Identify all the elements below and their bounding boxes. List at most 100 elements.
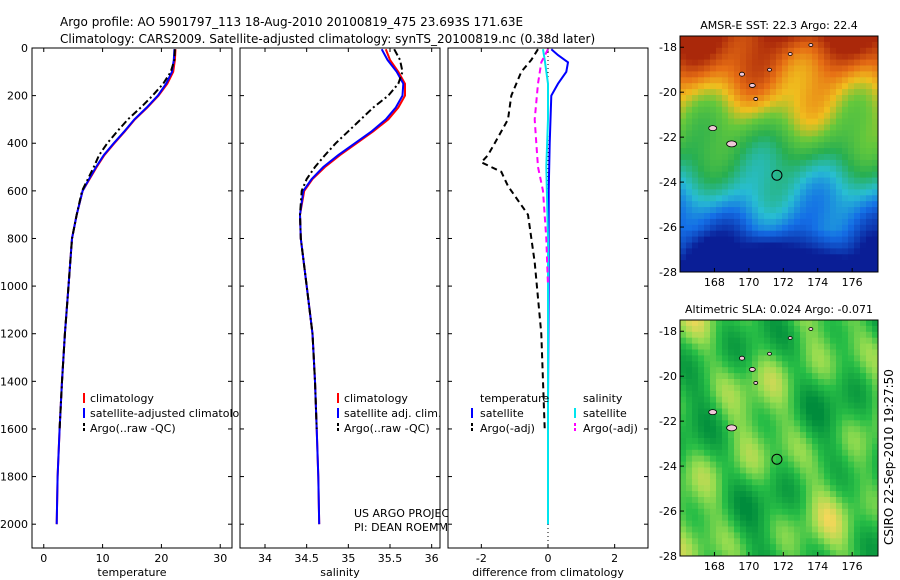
sst-map-cell (854, 112, 861, 119)
sst-map-cell (872, 201, 879, 208)
sla-map-cell (722, 538, 729, 545)
sla-map-cell (866, 361, 873, 368)
sla-map-cell (782, 514, 789, 521)
sst-map-cell (710, 100, 717, 108)
sla-map-cell (830, 497, 837, 504)
sst-map-cell (692, 77, 699, 84)
sst-map-cell (728, 177, 735, 184)
sst-map-cell (686, 266, 693, 273)
sst-map-cell (818, 106, 825, 114)
sla-map-cell (758, 373, 765, 380)
sst-map-cell (824, 177, 831, 184)
sla-map-cell (704, 390, 711, 398)
sst-map-cell (794, 59, 801, 66)
sst-map-cell (848, 65, 855, 72)
sst-map-cell (800, 213, 807, 220)
sst-map-cell (830, 218, 837, 226)
sst-map-cell (866, 218, 873, 226)
sla-map-cell (872, 432, 879, 439)
sst-map-cell (758, 83, 765, 90)
sst-map-cell (836, 254, 843, 261)
sst-map-cell (812, 230, 819, 237)
sla-map-cell (812, 384, 819, 392)
sst-map-cell (848, 106, 855, 114)
sla-map-cell (710, 544, 717, 551)
sla-map-cell (752, 526, 759, 533)
sla-map-cell (866, 526, 873, 533)
sst-map-cell (818, 183, 825, 190)
sla-map-cell (764, 449, 771, 457)
sst-map-cell (806, 224, 813, 232)
sla-map-cell (710, 449, 717, 457)
sla-map-cell (704, 379, 711, 386)
sla-map-cell (824, 550, 831, 557)
sla-map-cell (686, 526, 693, 533)
sla-map-cell (716, 550, 723, 557)
sla-map-cell (716, 502, 723, 510)
sla-map-cell (818, 461, 825, 468)
sla-map-cell (728, 343, 735, 350)
sla-map-cell (818, 497, 825, 504)
sla-map-cell (680, 544, 687, 551)
sst-map-cell (836, 100, 843, 108)
salinity-xtick-label: 35 (341, 552, 355, 565)
sst-map-cell (788, 230, 795, 237)
sla-map-cell (764, 320, 771, 327)
sla-map-cell (728, 491, 735, 498)
sla-map-cell (770, 538, 777, 545)
sla-map-cell (824, 402, 831, 409)
sla-map-cell (770, 349, 777, 356)
sst-map-cell (818, 71, 825, 78)
sla-map-cell (800, 426, 807, 433)
sla-map-cell (722, 325, 729, 333)
sst-map-cell (842, 207, 849, 214)
sst-map-cell (794, 89, 801, 96)
sst-map-cell (830, 124, 837, 131)
sst-map-cell (752, 112, 759, 119)
sst-map-cell (716, 218, 723, 226)
sla-map-cell (794, 320, 801, 327)
sla-map-cell (836, 520, 843, 527)
sst-map-cell (728, 53, 735, 60)
sst-map-cell (728, 171, 735, 178)
sla-map-cell (806, 502, 813, 510)
sla-map-cell (734, 514, 741, 521)
sst-map-cell (800, 189, 807, 196)
sla-map-cell (776, 502, 783, 510)
sst-map-cell (716, 136, 723, 143)
sst-map-cell (764, 183, 771, 190)
sst-map-cell (710, 154, 717, 161)
sst-map-cell (770, 41, 777, 49)
sst-map-cell (788, 77, 795, 84)
sla-map-cell (752, 544, 759, 551)
sla-map-cell (692, 325, 699, 333)
sla-map-cell (818, 473, 825, 480)
sst-map-cell (686, 36, 693, 43)
sst-map-cell (854, 230, 861, 237)
salinity-panel: 34 34.5 35 35.5 36salinityclimatologysatelli… (239, 47, 467, 579)
sst-map-cell (758, 154, 765, 161)
sla-map-cell (782, 520, 789, 527)
sla-map-cell (686, 408, 693, 415)
sla-map-cell (854, 479, 861, 486)
sla-map-cell (716, 390, 723, 398)
sst-map-cell (872, 53, 879, 60)
sla-map-cell (704, 343, 711, 350)
sst-map-cell (872, 130, 879, 137)
sla-map-cell (818, 502, 825, 510)
sst-map-cell (824, 165, 831, 173)
sst-map-cell (686, 248, 693, 255)
sla-map-cell (848, 526, 855, 533)
sst-map-cell (818, 213, 825, 220)
sla-map-cell (872, 455, 879, 462)
sla-map-cell (686, 550, 693, 557)
sla-map-cell (854, 538, 861, 545)
sla-map-cell (812, 396, 819, 403)
sst-map-cell (842, 148, 849, 155)
sla-map-cell (848, 538, 855, 545)
sst-map-cell (752, 260, 759, 267)
sla-map-cell (710, 550, 717, 557)
temperature-ytick-label: 400 (7, 137, 28, 150)
sst-map-cell (704, 41, 711, 49)
sst-map-cell (818, 89, 825, 96)
